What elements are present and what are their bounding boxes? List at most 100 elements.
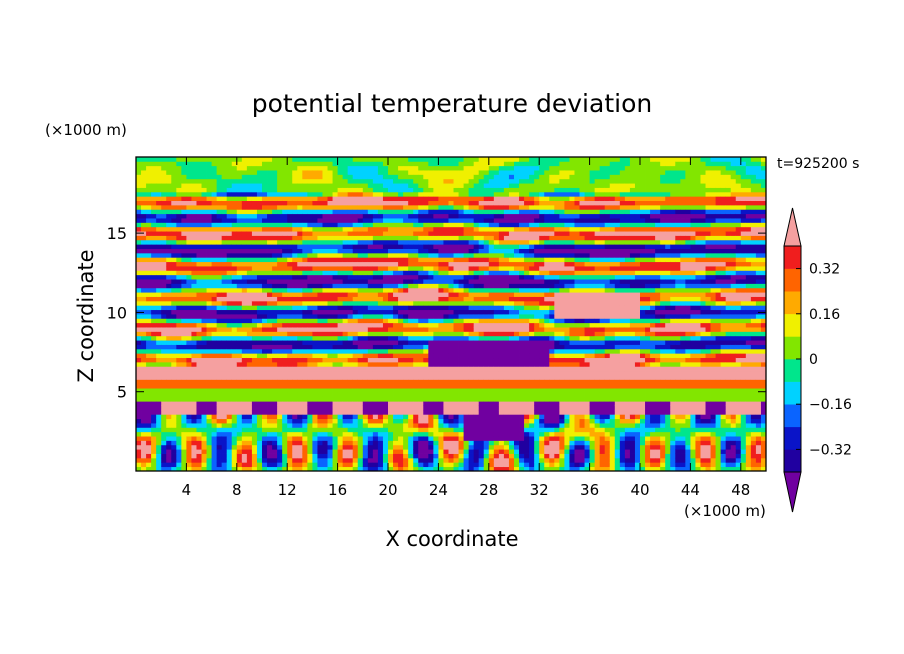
heatmap-cell — [287, 226, 293, 232]
heatmap-cell — [211, 357, 218, 363]
heatmap-cell — [377, 361, 384, 367]
heatmap-cell — [362, 239, 369, 245]
heatmap-cell — [418, 457, 424, 463]
heatmap-cell — [322, 414, 328, 420]
heatmap-cell — [312, 174, 318, 180]
heatmap-cell — [307, 187, 313, 193]
heatmap-cell — [181, 187, 187, 193]
heatmap-cell — [176, 222, 182, 228]
heatmap-cell — [236, 279, 243, 284]
heatmap-cell — [302, 383, 308, 389]
heatmap-cell — [428, 261, 434, 267]
heatmap-cell — [388, 361, 394, 367]
heatmap-cell — [221, 436, 228, 441]
heatmap-cell — [196, 444, 202, 450]
heatmap-cell — [382, 292, 389, 297]
heatmap-cell — [428, 431, 434, 437]
heatmap-cell — [262, 266, 268, 271]
heatmap-cell — [443, 296, 449, 302]
heatmap-cell — [352, 383, 359, 389]
heatmap-cell — [241, 453, 248, 459]
heatmap-cell — [332, 392, 338, 398]
heatmap-cell — [277, 348, 283, 354]
heatmap-cell — [443, 462, 449, 468]
heatmap-cell — [468, 305, 475, 311]
heatmap-cell — [473, 248, 480, 254]
heatmap-cell — [156, 218, 162, 223]
heatmap-cell — [372, 314, 379, 319]
heatmap-cell — [246, 274, 253, 280]
heatmap-cell — [342, 401, 349, 406]
heatmap-cell — [171, 296, 177, 302]
heatmap-cell — [282, 423, 288, 428]
heatmap-cell — [201, 353, 207, 359]
heatmap-cell — [322, 170, 328, 175]
heatmap-cell — [403, 213, 409, 219]
heatmap-cell — [418, 279, 424, 284]
heatmap-cell — [403, 457, 409, 463]
heatmap-cell — [468, 357, 475, 363]
heatmap-cell — [337, 218, 344, 223]
heatmap-cell — [362, 187, 369, 193]
heatmap-cell — [317, 170, 323, 175]
heatmap-cell — [166, 427, 172, 433]
heatmap-cell — [347, 292, 354, 297]
heatmap-cell — [443, 248, 449, 254]
heatmap-cell — [171, 401, 177, 406]
heatmap-cell — [297, 279, 303, 284]
heatmap-cell — [352, 252, 359, 258]
heatmap-cell — [352, 405, 359, 411]
heatmap-cell — [372, 427, 379, 433]
heatmap-cell — [267, 361, 273, 367]
heatmap-cell — [423, 409, 429, 415]
heatmap-cell — [448, 244, 454, 249]
heatmap-cell — [141, 218, 147, 223]
heatmap-cell — [398, 204, 404, 210]
heatmap-cell — [332, 348, 338, 354]
heatmap-cell — [262, 222, 268, 228]
heatmap-cell — [408, 353, 414, 359]
heatmap-cell — [448, 405, 454, 411]
heatmap-cell — [398, 283, 404, 289]
heatmap-cell — [463, 335, 470, 341]
heatmap-cell — [206, 427, 212, 433]
heatmap-cell — [483, 401, 490, 406]
heatmap-cell — [206, 296, 212, 302]
heatmap-cell — [191, 370, 197, 376]
heatmap-cell — [312, 331, 318, 337]
heatmap-cell — [176, 388, 182, 393]
heatmap-cell — [438, 348, 444, 354]
heatmap-cell — [297, 379, 303, 385]
heatmap-cell — [302, 327, 308, 332]
heatmap-cell — [438, 379, 444, 385]
heatmap-cell — [403, 261, 409, 267]
heatmap-cell — [272, 196, 278, 202]
heatmap-cell — [251, 266, 258, 271]
heatmap-cell — [433, 370, 439, 376]
heatmap-cell — [201, 187, 207, 193]
heatmap-cell — [433, 392, 439, 398]
heatmap-cell — [262, 248, 268, 254]
heatmap-cell — [297, 296, 303, 302]
heatmap-cell — [327, 191, 333, 197]
heatmap-cell — [267, 218, 273, 223]
heatmap-cell — [216, 379, 223, 385]
heatmap-cell — [166, 414, 172, 420]
heatmap-cell — [176, 209, 182, 215]
heatmap-cell — [241, 388, 248, 393]
heatmap-cell — [398, 466, 404, 472]
heatmap-cell — [236, 396, 243, 402]
heatmap-cell — [231, 335, 238, 341]
heatmap-cell — [186, 427, 192, 433]
heatmap-cell — [211, 270, 218, 276]
heatmap-cell — [372, 366, 379, 372]
heatmap-cell — [151, 257, 157, 263]
heatmap-cell — [408, 292, 414, 297]
heatmap-cell — [181, 431, 187, 437]
heatmap-cell — [357, 244, 364, 249]
heatmap-cell — [468, 170, 475, 175]
heatmap-cell — [267, 161, 273, 167]
heatmap-cell — [136, 331, 142, 337]
heatmap-cell — [282, 157, 288, 162]
heatmap-cell — [377, 449, 384, 454]
